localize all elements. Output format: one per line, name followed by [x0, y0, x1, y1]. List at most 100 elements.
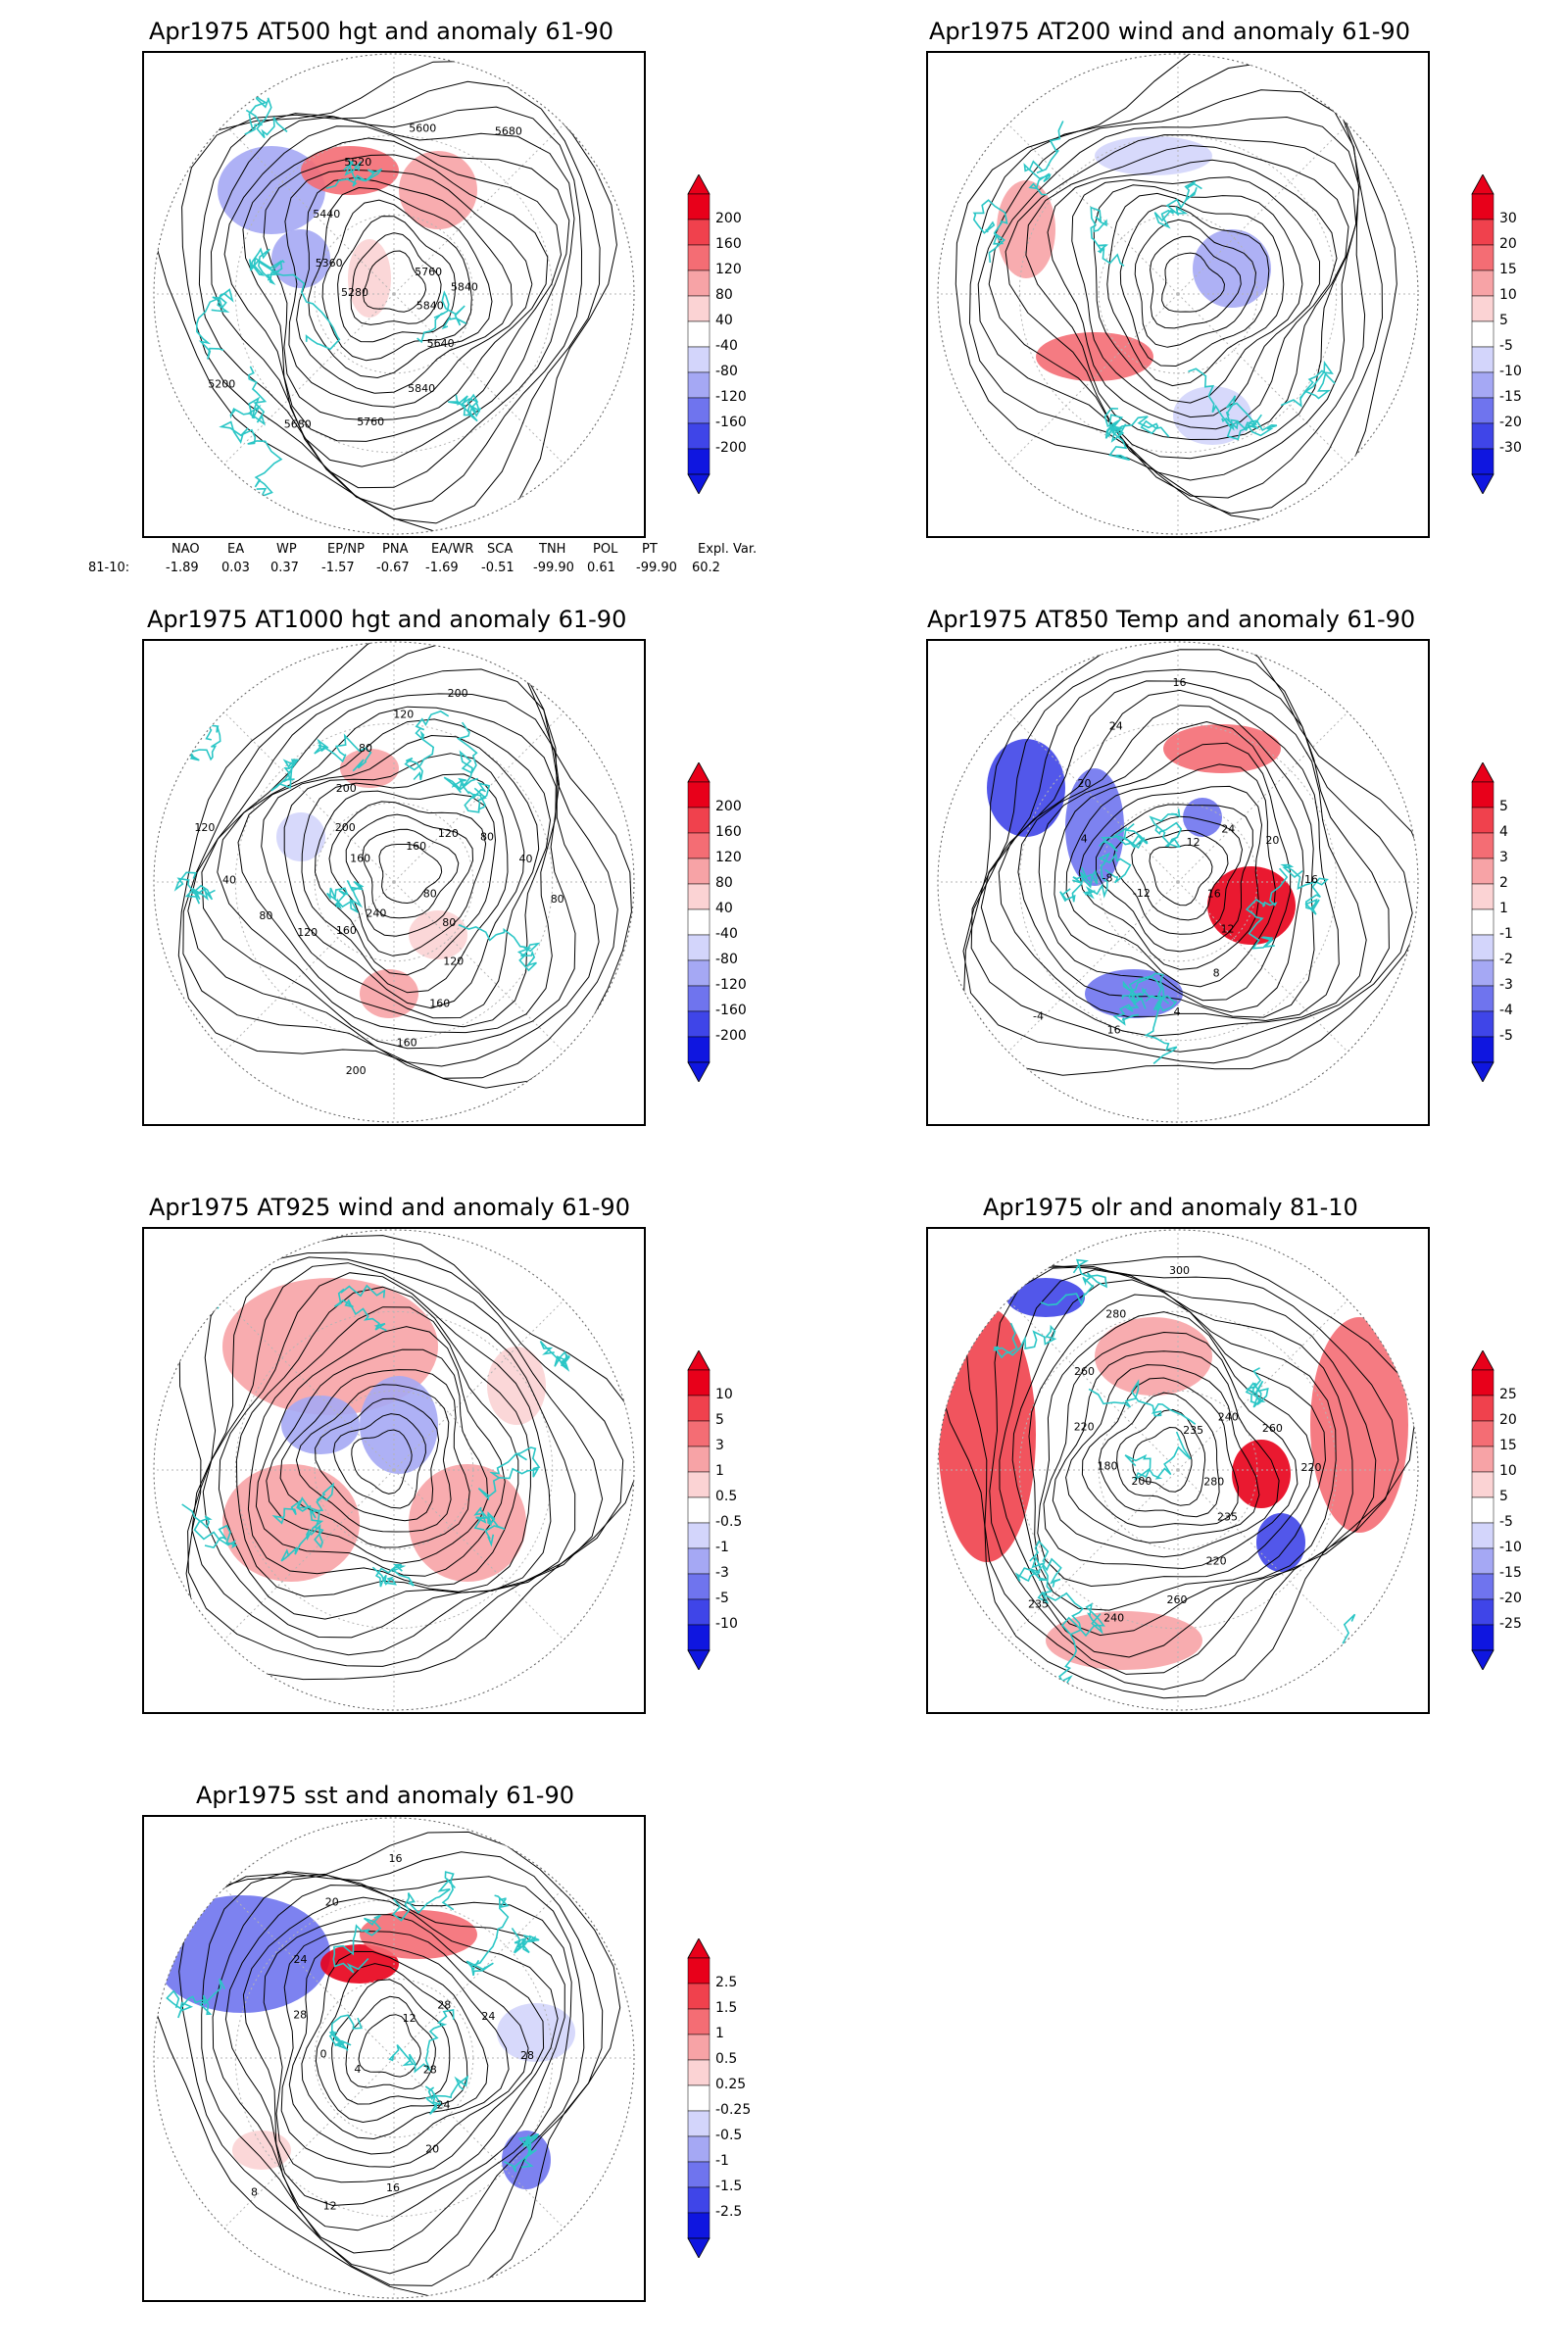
- coastline: [280, 1482, 335, 1562]
- contour-line: [1028, 1294, 1326, 1611]
- contour-label: 4: [354, 2063, 361, 2076]
- colorbar-segment: [687, 2212, 710, 2239]
- contour-line: [331, 1979, 451, 2105]
- contour-line: [345, 1995, 436, 2089]
- contour-label: 260: [1167, 1593, 1188, 1606]
- anomaly-area: [154, 1895, 330, 2013]
- colorbar-tick-label: -2: [1499, 952, 1513, 967]
- colorbar-bottom-arrow: [1471, 473, 1494, 494]
- colorbar-graphic: [687, 1938, 710, 2258]
- contour-line: [965, 1265, 1399, 1690]
- contour-label: 80: [480, 831, 494, 844]
- contour-label: 5680: [495, 125, 522, 138]
- contour-line: [358, 2014, 421, 2078]
- contour-label: 12: [403, 2012, 416, 2025]
- contour-line: [279, 1369, 470, 1548]
- contour-line: [977, 89, 1366, 499]
- colorbar-segment: [1471, 371, 1494, 399]
- colorbar-bottom-arrow: [687, 1061, 710, 1082]
- contour-line: [315, 1397, 440, 1522]
- contour-label: 5760: [415, 266, 442, 278]
- contour-line: [308, 186, 493, 379]
- map-boundary: [937, 53, 1419, 535]
- contour-label: 260: [1262, 1422, 1283, 1435]
- meridian: [393, 293, 564, 465]
- contour-line: [1065, 763, 1276, 988]
- map-graphic: 28 24 20 16 12 8 4 0 28 24 20 16 12 28 24 28: [153, 1817, 635, 2299]
- contour-label: 12: [323, 2200, 337, 2213]
- meridian: [1177, 881, 1348, 1053]
- contour-line: [337, 216, 457, 343]
- anomaly-area: [409, 1464, 526, 1582]
- meridian: [1177, 1299, 1348, 1471]
- contour-line: [363, 250, 427, 313]
- tele-header: Expl. Var.: [698, 542, 758, 557]
- contour-label: 20: [325, 1895, 339, 1908]
- coastline: [1121, 972, 1165, 1009]
- contour-label: 28: [423, 2064, 437, 2077]
- contour-label: 24: [481, 2010, 495, 2023]
- coastline: [173, 871, 216, 905]
- colorbar-tick-label: -5: [715, 1591, 729, 1606]
- contour-line: [187, 1251, 624, 1667]
- map-boundary: [937, 1229, 1419, 1711]
- coastline: [1144, 995, 1178, 1065]
- colorbar-tick-label: 3: [715, 1438, 724, 1453]
- meridian: [223, 123, 395, 295]
- contour-line: [1004, 134, 1357, 460]
- coastline: [249, 247, 283, 281]
- colorbar-tick-label: 0.5: [715, 2051, 738, 2067]
- tele-header: EP/NP: [327, 542, 365, 557]
- contour-label: 180: [1098, 1460, 1118, 1473]
- contour-label: 16: [1173, 676, 1187, 689]
- contour-line: [1134, 219, 1257, 348]
- coastline: [219, 420, 283, 498]
- tele-value: -0.51: [481, 561, 514, 575]
- coastline: [392, 1871, 456, 1922]
- contour-label: 80: [551, 893, 564, 906]
- colorbar-graphic: [1471, 174, 1494, 494]
- contour-line: [1112, 815, 1244, 935]
- colorbar-graphic: [1471, 762, 1494, 1082]
- contour-line: [315, 1963, 468, 2124]
- map-content: 5840 5640 5840 5760 5680 5200 5280 5360 5440 5520…: [154, 54, 634, 534]
- colorbar-tick-label: 40: [715, 313, 733, 328]
- contour-line: [178, 1235, 634, 1681]
- colorbar-segment: [1471, 1471, 1494, 1498]
- map-boundary: [153, 1229, 635, 1711]
- coastline: [1040, 1258, 1107, 1306]
- anomaly-area: [1036, 332, 1153, 381]
- contour-line: [1119, 205, 1270, 368]
- contour-label: 280: [1105, 1307, 1126, 1320]
- map-boundary: [153, 1817, 635, 2299]
- map-graphic: [937, 53, 1419, 535]
- colorbar-tick-label: -20: [1499, 415, 1522, 430]
- meridian: [1177, 1469, 1348, 1641]
- coastline: [1088, 1379, 1197, 1425]
- colorbar-segment: [687, 1010, 710, 1038]
- contour-line: [351, 1429, 413, 1494]
- colorbar-tick-label: -80: [715, 364, 738, 379]
- colorbar-tick-label: 10: [715, 1387, 733, 1402]
- contour-label: 24: [1109, 719, 1123, 732]
- coastline: [424, 2075, 469, 2115]
- contour-line: [235, 1286, 531, 1597]
- meridian: [223, 711, 395, 883]
- meridian: [393, 2057, 564, 2229]
- colorbar-bottom-arrow: [1471, 1649, 1494, 1670]
- colorbar-segment: [687, 1369, 710, 1396]
- colorbar-top-arrow: [1471, 1350, 1494, 1371]
- colorbar-segment: [687, 397, 710, 424]
- contour-label: 220: [1206, 1554, 1227, 1567]
- coastline: [1188, 368, 1258, 441]
- colorbar-segment: [1471, 781, 1494, 808]
- map-content: 28 24 20 16 12 8 4 0 28 24 20 16 12 28 24 28: [154, 1818, 634, 2298]
- coastline: [972, 199, 1008, 263]
- panel-title: Apr1975 AT200 wind and anomaly 61-90: [929, 18, 1410, 45]
- contour-label: 16: [1107, 1024, 1121, 1037]
- colorbar-tick-label: -5: [1499, 338, 1513, 354]
- contour-line: [962, 642, 1418, 1076]
- map-boundary: [937, 641, 1419, 1123]
- contour-line: [955, 54, 1397, 523]
- anomaly-area: [1095, 136, 1212, 175]
